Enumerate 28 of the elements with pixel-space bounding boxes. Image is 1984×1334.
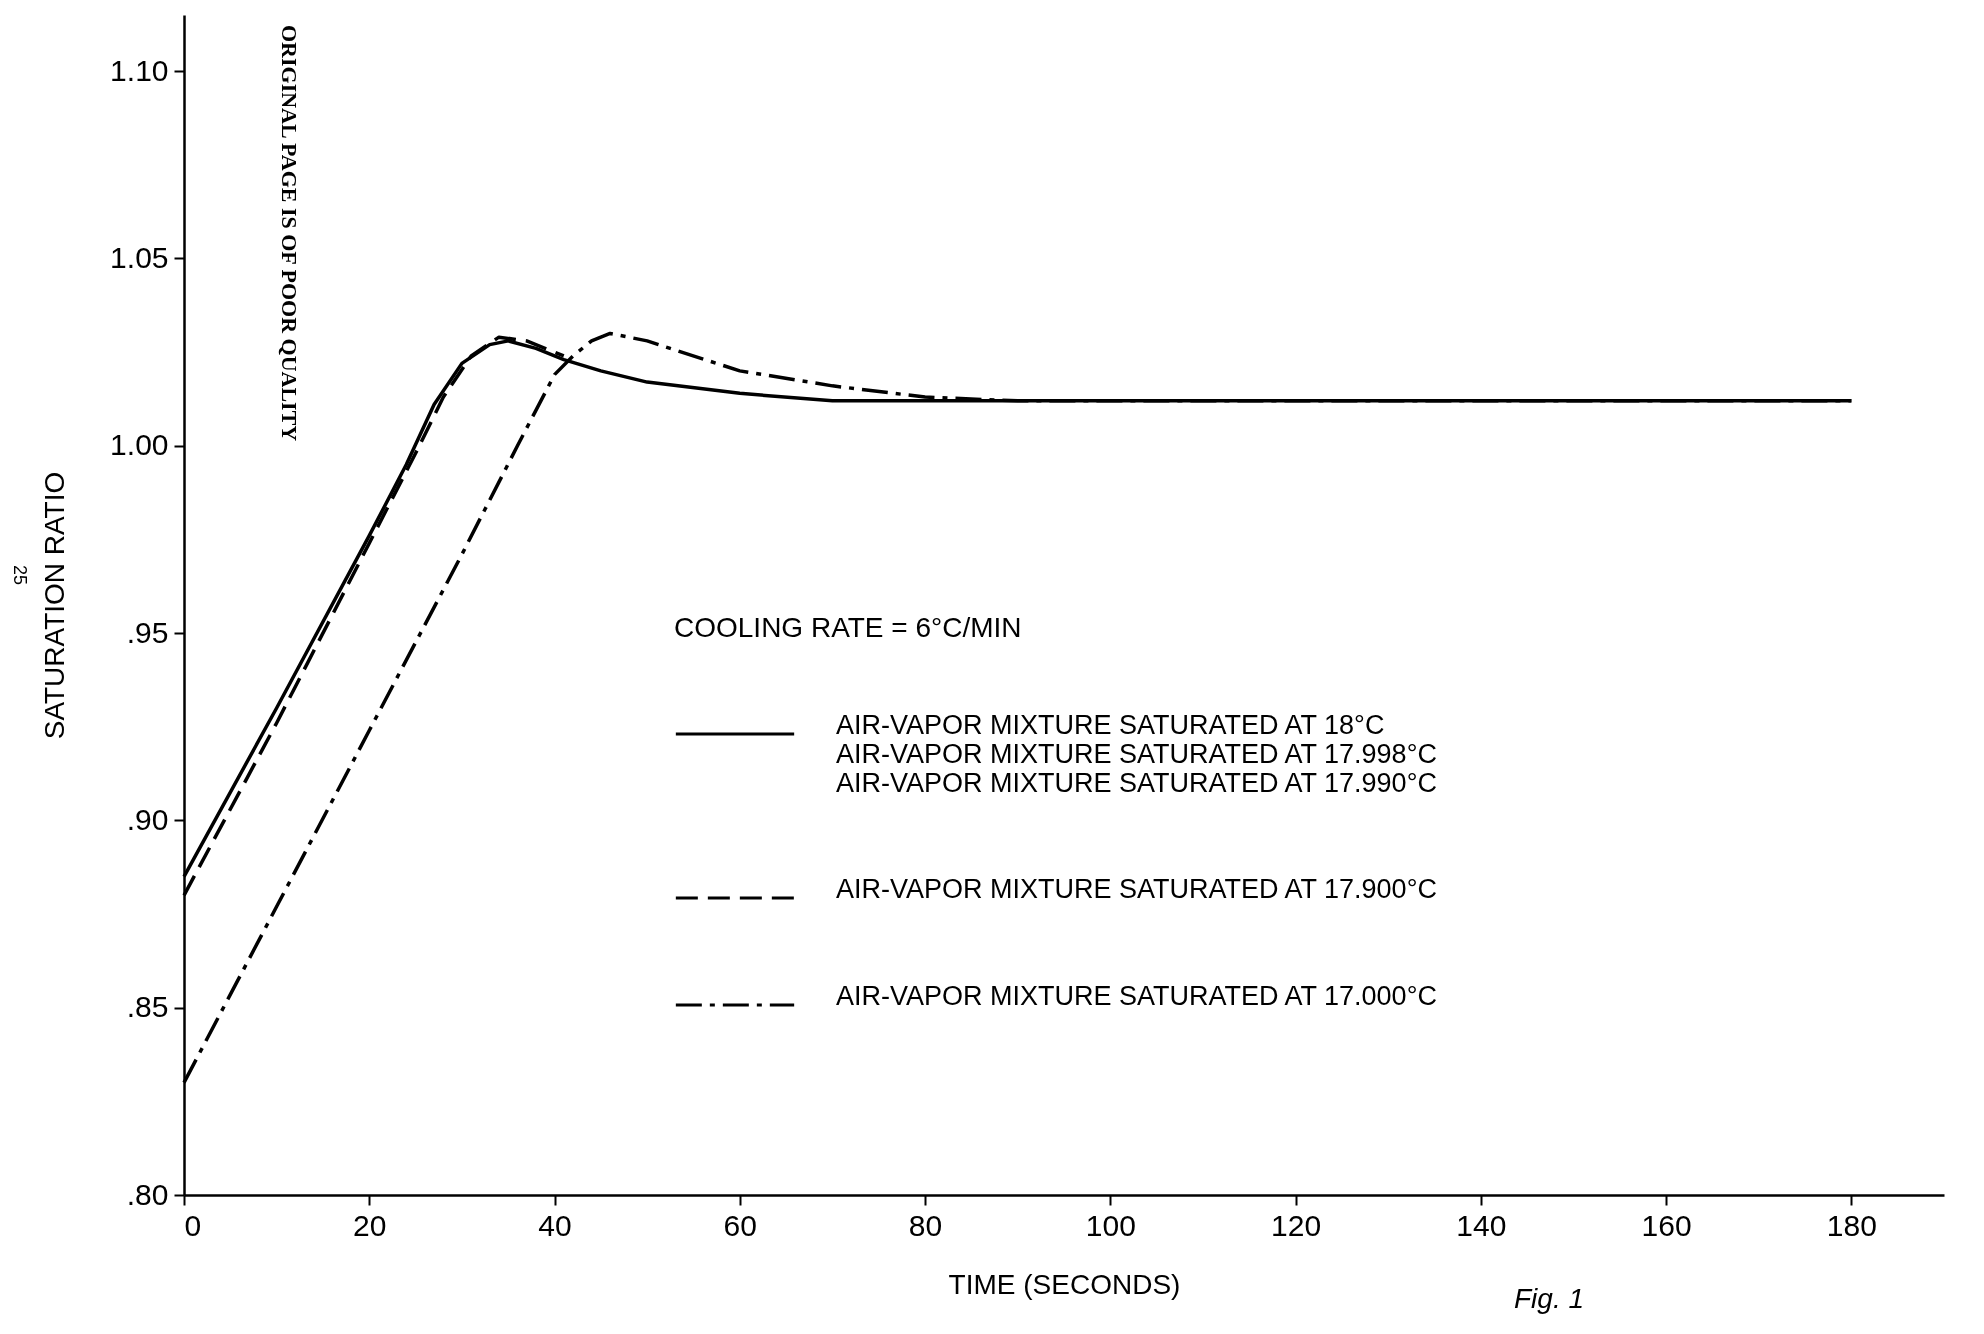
x-tick-label: 20 <box>353 1208 387 1242</box>
y-tick-label: .80 <box>126 1177 169 1211</box>
x-tick-label: 140 <box>1456 1208 1507 1242</box>
y-tick-label: .90 <box>126 802 169 836</box>
legend-label: AIR-VAPOR MIXTURE SATURATED AT 17.000°C <box>836 981 1437 1011</box>
x-tick-label: 100 <box>1085 1208 1136 1242</box>
x-tick-label: 80 <box>908 1208 943 1242</box>
y-axis-title: SATURATION RATIO <box>39 471 71 740</box>
x-tick-label: 160 <box>1641 1208 1692 1242</box>
caption: Fig. 1 <box>1514 1283 1585 1314</box>
x-tick-label: 180 <box>1826 1208 1877 1242</box>
x-axis-title: TIME (SECONDS) <box>948 1268 1181 1300</box>
legend-title: COOLING RATE = 6°C/MIN <box>674 612 1022 643</box>
x-tick-label: 40 <box>538 1208 572 1242</box>
y-tick-label: 1.10 <box>110 53 169 87</box>
y-tick-label: .85 <box>126 990 169 1024</box>
annotation: AIR-VAPOR MIXTURE SATURATED AT 17.990°C <box>836 768 1437 798</box>
legend-label: AIR-VAPOR MIXTURE SATURATED AT 18°C <box>836 710 1385 740</box>
legend-label: AIR-VAPOR MIXTURE SATURATED AT 17.900°C <box>836 874 1437 904</box>
text: 25 <box>10 564 30 586</box>
annotation: AIR-VAPOR MIXTURE SATURATED AT 17.998°C <box>836 739 1437 769</box>
x-tick-label: 120 <box>1271 1208 1322 1242</box>
y-tick-label: 1.00 <box>110 428 169 462</box>
x-tick-label: 60 <box>723 1208 757 1242</box>
y-tick-label: 1.05 <box>110 240 169 274</box>
annotation: ORIGINAL PAGE IS OF POOR QUALITY <box>277 25 302 442</box>
y-tick-label: .95 <box>126 615 169 649</box>
x-tick-label: 0 <box>184 1208 202 1242</box>
